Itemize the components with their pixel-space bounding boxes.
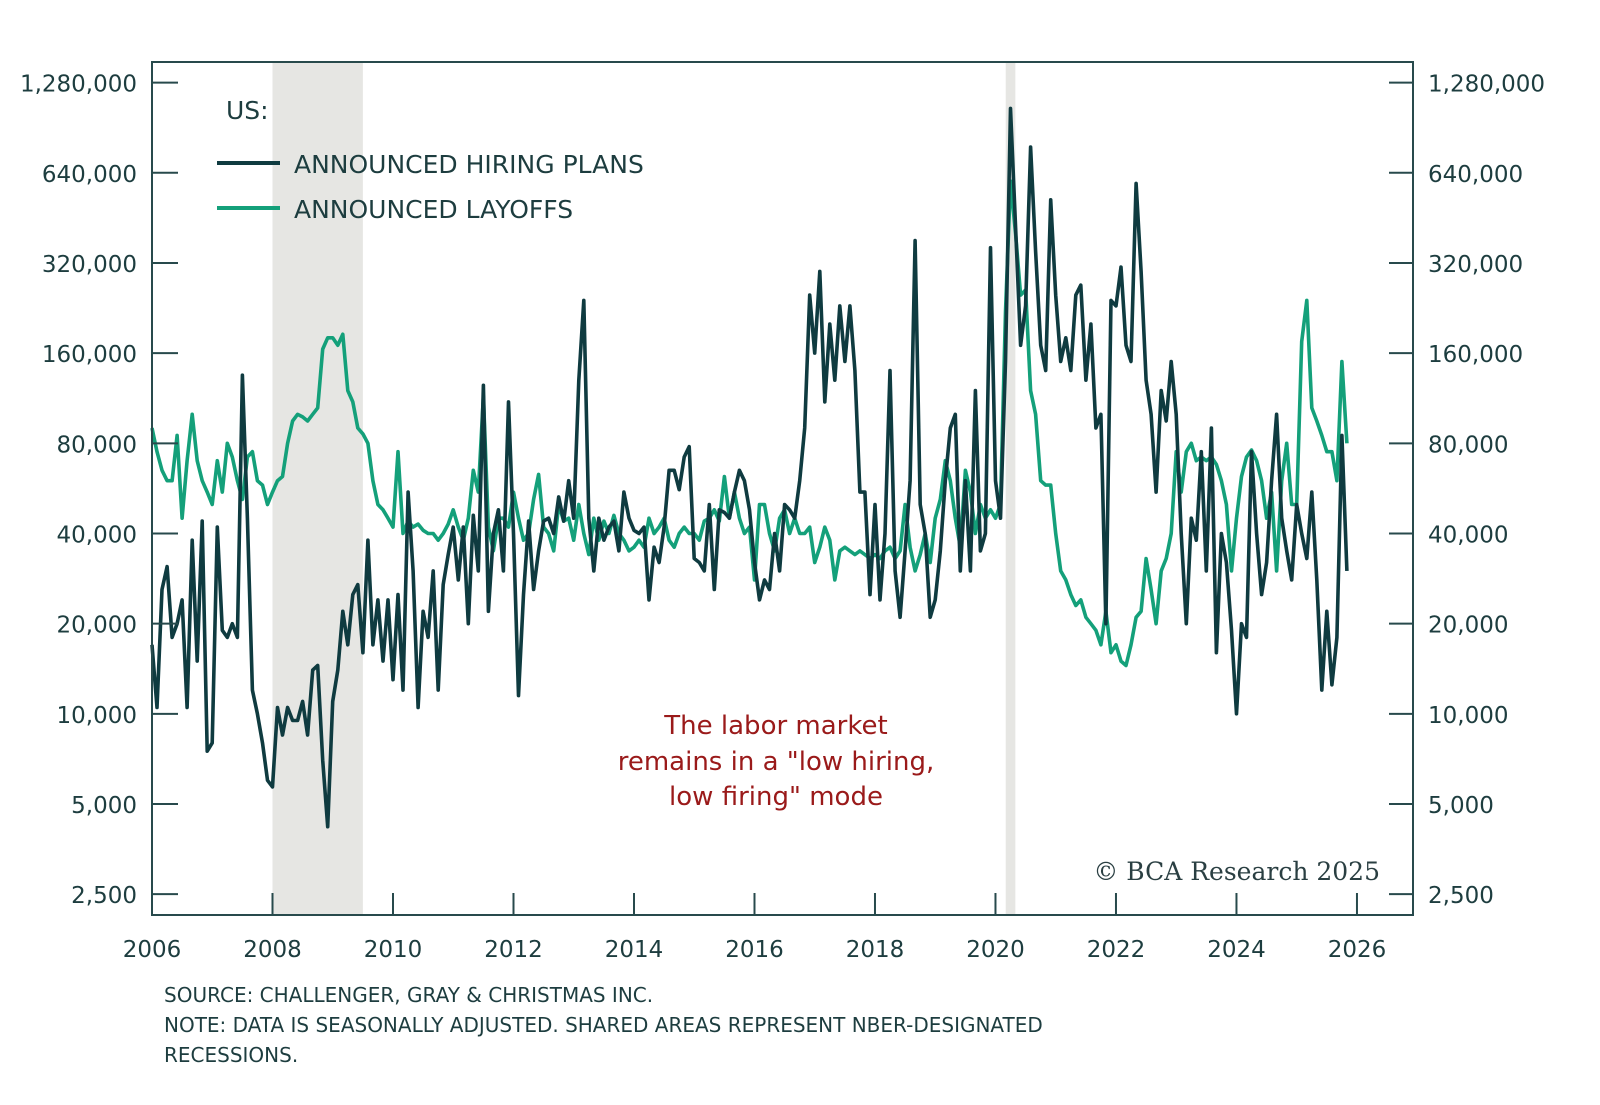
y-tick-label-right: 1,280,000 (1428, 72, 1545, 98)
y-tick-label-right: 5,000 (1428, 793, 1494, 819)
x-tick-label: 2008 (243, 937, 302, 963)
axes: 2,500 2,500 5,000 5,000 10,000 10,000 20,000 20… (20, 72, 1545, 963)
annotation-line-1: The labor market (663, 711, 887, 741)
y-tick-label-left: 2,500 (71, 883, 137, 909)
y-tick-label-right: 320,000 (1428, 252, 1523, 278)
x-tick-label: 2012 (484, 937, 543, 963)
annotation-line-2: remains in a "low hiring, (618, 747, 935, 777)
y-tick-label-left: 80,000 (57, 432, 137, 458)
x-tick-label: 2022 (1087, 937, 1146, 963)
copyright: © BCA Research 2025 (1093, 857, 1380, 886)
y-tick-label-left: 40,000 (57, 522, 137, 548)
plot-frame (151, 61, 1414, 916)
annotation-line-3: low firing" mode (669, 782, 883, 812)
x-tick-label: 2014 (605, 937, 664, 963)
y-tick-label-right: 160,000 (1428, 342, 1523, 368)
recession-shading-group (272, 62, 1016, 915)
y-tick-label-left: 640,000 (42, 162, 137, 188)
legend-title: US: (226, 96, 269, 125)
y-tick-label-right: 640,000 (1428, 162, 1523, 188)
y-tick-label-left: 20,000 (57, 613, 137, 639)
legend-label-layoffs: ANNOUNCED LAYOFFS (294, 195, 573, 224)
y-tick-label-left: 5,000 (71, 793, 137, 819)
y-tick-label-right: 20,000 (1428, 613, 1508, 639)
x-tick-label: 2010 (364, 937, 423, 963)
recession-band (1005, 62, 1016, 915)
y-tick-label-left: 320,000 (42, 252, 137, 278)
recession-band (272, 62, 363, 915)
x-tick-label: 2026 (1328, 937, 1387, 963)
y-tick-label-left: 10,000 (57, 703, 137, 729)
x-tick-label: 2006 (123, 937, 182, 963)
legend-label-hiring: ANNOUNCED HIRING PLANS (294, 150, 644, 179)
y-tick-label-right: 10,000 (1428, 703, 1508, 729)
x-tick-label: 2024 (1207, 937, 1266, 963)
y-tick-label-right: 80,000 (1428, 432, 1508, 458)
y-tick-label-left: 160,000 (42, 342, 137, 368)
x-tick-label: 2016 (725, 937, 784, 963)
source-note: SOURCE: CHALLENGER, GRAY & CHRISTMAS INC… (164, 983, 653, 1007)
y-tick-label-right: 40,000 (1428, 522, 1508, 548)
y-tick-label-left: 1,280,000 (20, 72, 137, 98)
annotation: The labor market remains in a "low hirin… (618, 711, 935, 812)
data-note-line-2: RECESSIONS. (164, 1043, 298, 1067)
legend: US: ANNOUNCED HIRING PLANS ANNOUNCED LAY… (217, 96, 644, 224)
x-tick-label: 2018 (846, 937, 905, 963)
data-note-line-1: NOTE: DATA IS SEASONALLY ADJUSTED. SHARE… (164, 1013, 1043, 1037)
series-lines (150, 106, 1349, 829)
y-tick-label-right: 2,500 (1428, 883, 1494, 909)
x-tick-label: 2020 (966, 937, 1025, 963)
series-line-hiring-plans (150, 106, 1349, 829)
